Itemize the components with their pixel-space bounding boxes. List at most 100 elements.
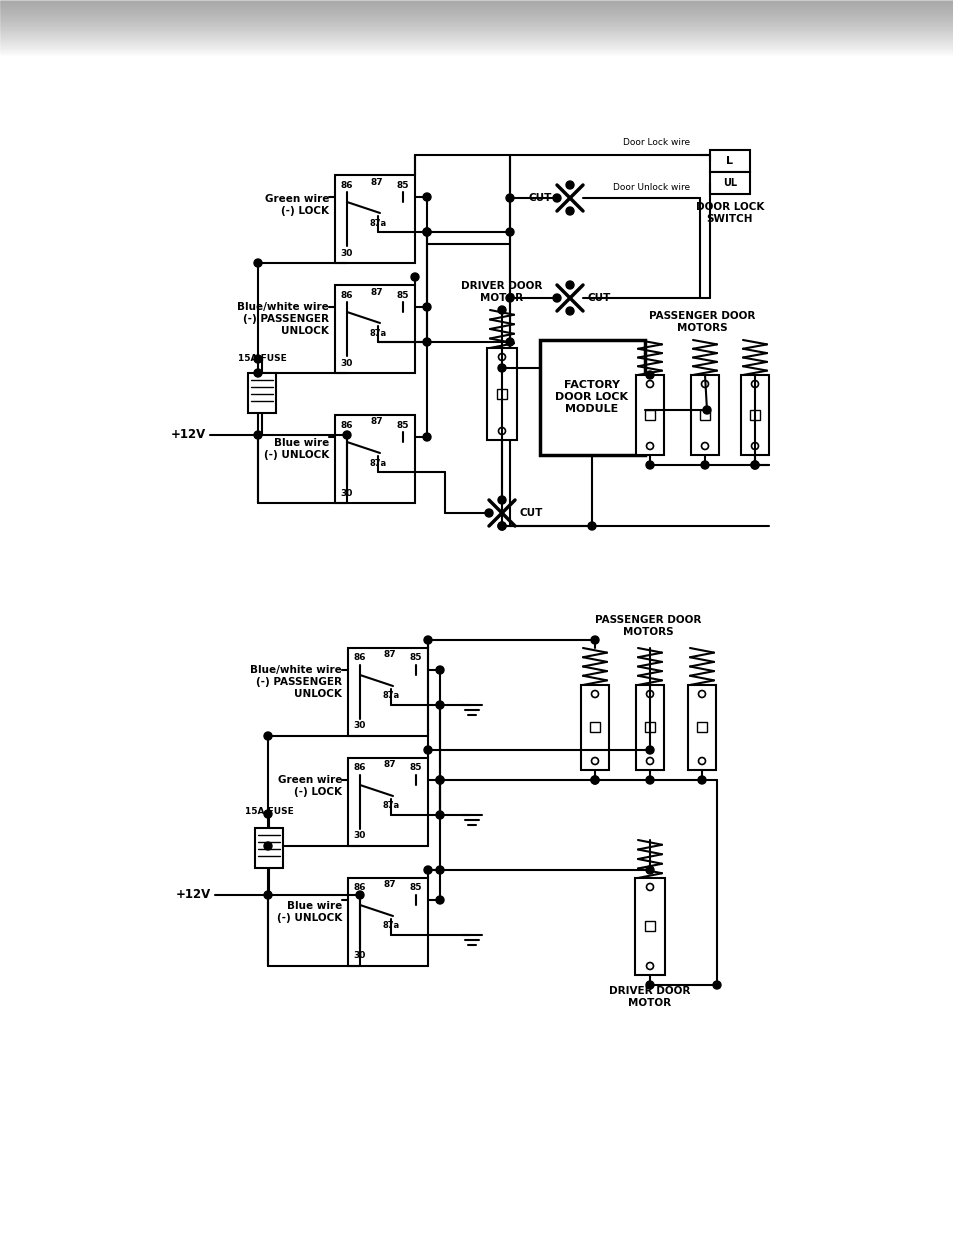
Circle shape [712, 981, 720, 989]
Circle shape [484, 509, 493, 517]
Text: 87: 87 [371, 417, 383, 426]
Circle shape [264, 810, 272, 818]
Text: 30: 30 [340, 358, 353, 368]
Circle shape [497, 522, 505, 530]
Circle shape [436, 776, 443, 784]
Circle shape [422, 193, 431, 201]
Bar [700, 410, 709, 420]
Text: Blue/white wire
(-) PASSENGER
UNLOCK: Blue/white wire (-) PASSENGER UNLOCK [237, 303, 329, 336]
Text: 30: 30 [340, 489, 353, 498]
Bar [486, 348, 517, 440]
Bar [248, 373, 275, 412]
Text: Blue wire
(-) UNLOCK: Blue wire (-) UNLOCK [276, 902, 341, 923]
Text: 30: 30 [354, 951, 366, 961]
Circle shape [505, 194, 514, 203]
Text: 85: 85 [410, 653, 422, 662]
Circle shape [423, 866, 432, 874]
Circle shape [253, 259, 262, 267]
Circle shape [264, 842, 272, 850]
Text: DRIVER DOOR
MOTOR: DRIVER DOOR MOTOR [461, 282, 542, 303]
Circle shape [565, 207, 574, 215]
Circle shape [750, 461, 759, 469]
Circle shape [422, 433, 431, 441]
Circle shape [423, 746, 432, 755]
Text: 87a: 87a [369, 219, 386, 227]
Text: 87a: 87a [369, 458, 386, 468]
Bar [539, 340, 644, 454]
Circle shape [553, 194, 560, 203]
Text: Door Unlock wire: Door Unlock wire [612, 183, 689, 191]
Text: 30: 30 [354, 831, 366, 841]
Circle shape [505, 294, 514, 303]
Text: 86: 86 [340, 290, 353, 300]
Circle shape [422, 303, 431, 311]
Text: Blue wire
(-) UNLOCK: Blue wire (-) UNLOCK [263, 438, 329, 459]
Text: +12V: +12V [175, 888, 211, 902]
Bar [636, 375, 663, 454]
Text: CUT: CUT [528, 193, 552, 203]
Circle shape [264, 890, 272, 899]
Circle shape [565, 182, 574, 189]
Circle shape [750, 461, 759, 469]
Text: 86: 86 [340, 420, 353, 430]
Bar [348, 758, 428, 846]
Circle shape [553, 294, 560, 303]
Circle shape [253, 369, 262, 377]
Circle shape [411, 273, 418, 282]
Circle shape [436, 666, 443, 674]
Text: 15A FUSE: 15A FUSE [237, 354, 286, 363]
Bar [254, 827, 283, 868]
Circle shape [422, 338, 431, 346]
Circle shape [587, 522, 596, 530]
Circle shape [645, 776, 654, 784]
Circle shape [565, 308, 574, 315]
Bar [690, 375, 719, 454]
Text: 30: 30 [340, 248, 353, 258]
Bar [335, 415, 415, 503]
Circle shape [253, 354, 262, 363]
Circle shape [645, 746, 654, 755]
Text: 86: 86 [354, 883, 366, 893]
Text: 87a: 87a [382, 802, 399, 810]
Text: Green wire
(-) LOCK: Green wire (-) LOCK [277, 776, 341, 797]
Text: 85: 85 [396, 290, 409, 300]
Circle shape [422, 228, 431, 236]
Circle shape [497, 496, 505, 504]
Text: 87a: 87a [382, 692, 399, 700]
Text: PASSENGER DOOR
MOTORS: PASSENGER DOOR MOTORS [594, 615, 700, 637]
Bar [636, 685, 663, 769]
Bar [635, 878, 664, 974]
Text: FACTORY
DOOR LOCK
MODULE: FACTORY DOOR LOCK MODULE [555, 380, 628, 414]
Text: DOOR LOCK
SWITCH: DOOR LOCK SWITCH [695, 203, 763, 224]
Text: UL: UL [722, 178, 737, 188]
Text: 86: 86 [354, 763, 366, 773]
Circle shape [497, 364, 505, 372]
Circle shape [264, 732, 272, 740]
Text: 87: 87 [383, 761, 395, 769]
Circle shape [436, 811, 443, 819]
Bar [749, 410, 760, 420]
Circle shape [436, 866, 443, 874]
Circle shape [565, 282, 574, 289]
Circle shape [436, 897, 443, 904]
Text: 87: 87 [383, 881, 395, 889]
Bar [740, 375, 768, 454]
Bar [348, 648, 428, 736]
Bar [709, 172, 749, 194]
Bar [580, 685, 608, 769]
Circle shape [645, 866, 654, 874]
Circle shape [702, 406, 710, 414]
Text: 87: 87 [371, 178, 383, 186]
Circle shape [497, 522, 505, 530]
Text: 86: 86 [340, 180, 353, 189]
Bar [644, 722, 655, 732]
Circle shape [355, 890, 364, 899]
Circle shape [590, 776, 598, 784]
Text: 86: 86 [354, 653, 366, 662]
Bar [709, 149, 749, 172]
Circle shape [423, 636, 432, 643]
Text: 87a: 87a [369, 329, 386, 337]
Bar [348, 878, 428, 966]
Text: Door Lock wire: Door Lock wire [622, 138, 689, 147]
Bar [644, 921, 655, 931]
